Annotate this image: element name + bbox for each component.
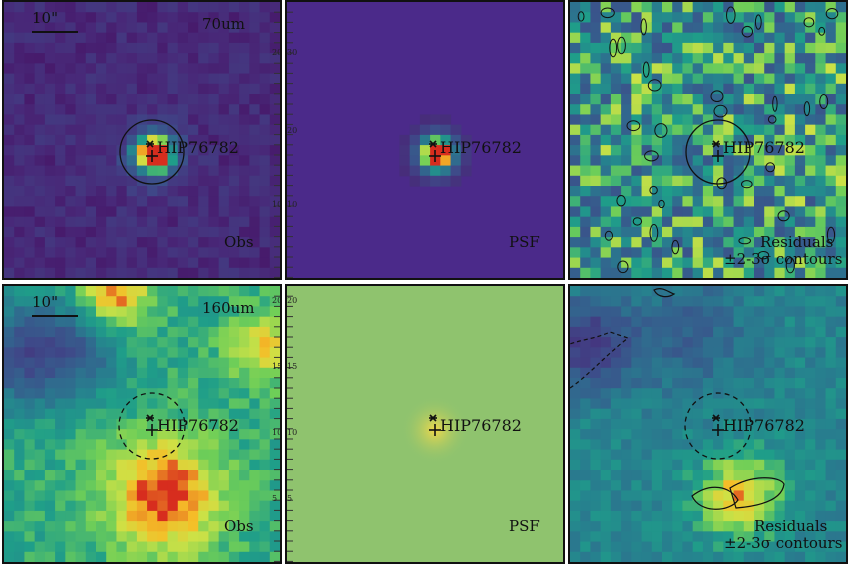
band-label: 160um [202, 299, 255, 317]
tick-label: 20 [272, 48, 282, 57]
tick-label: 5 [272, 494, 278, 503]
position-markers [712, 414, 724, 436]
axis-ticks [287, 295, 293, 562]
band-label: 70um [202, 15, 245, 33]
axis-ticks [274, 11, 280, 278]
contours-label: ±2-3σ contours [724, 250, 843, 268]
residuals-70um-image [570, 2, 846, 278]
psf-70um-image [287, 2, 563, 278]
aperture-circle [118, 392, 186, 460]
tick-label: 5 [287, 494, 293, 503]
residual-contours [570, 288, 785, 510]
source-label: HIP76782 [723, 416, 805, 435]
tick-label: 30 [287, 48, 298, 57]
tick-label: 15 [287, 362, 298, 371]
position-markers [712, 140, 724, 162]
source-label: HIP76782 [440, 138, 522, 157]
tick-label: 20 [287, 126, 298, 135]
tick-label: 20 [287, 296, 298, 305]
tick-label: 15 [272, 362, 282, 371]
source-label: HIP76782 [440, 416, 522, 435]
psf-160um-panel: PSF HIP76782 20 15 10 5 [285, 284, 565, 564]
axis-ticks [274, 295, 280, 562]
residuals-70um-panel: HIP76782 Residuals ±2-3σ contours [568, 0, 848, 280]
tick-label: 10 [272, 200, 282, 209]
source-label: HIP76782 [723, 138, 805, 157]
residuals-label: Residuals [754, 517, 828, 535]
pixel-grid [4, 286, 280, 562]
position-markers [146, 140, 158, 162]
psf-160um-image [287, 286, 563, 562]
obs-70um-panel: 70um Obs 10" HIP76782 20 10 [2, 0, 282, 280]
obs-160um-panel: 160um Obs 10" HIP76782 20 15 10 5 [2, 284, 282, 564]
contours-label: ±2-3σ contours [724, 534, 843, 552]
position-markers [429, 140, 441, 162]
tick-label: 10 [287, 200, 298, 209]
source-label: HIP76782 [157, 138, 239, 157]
tick-label: 20 [272, 296, 282, 305]
scale-bar-label: 10" [32, 9, 58, 27]
residual-contours [577, 6, 839, 274]
psf-70um-panel: PSF HIP76782 30 20 10 [285, 0, 565, 280]
scale-bar-label: 10" [32, 293, 58, 311]
aperture-circle [119, 119, 185, 185]
pixel-grid [4, 2, 280, 278]
psf-label: PSF [509, 517, 540, 535]
axis-ticks [287, 11, 293, 278]
aperture-circle [685, 119, 751, 185]
residuals-label: Residuals [760, 233, 834, 251]
aperture-circle [684, 392, 752, 460]
pixel-grid [570, 286, 846, 562]
obs-label: Obs [224, 517, 254, 535]
position-markers [429, 414, 441, 436]
psf-label: PSF [509, 233, 540, 251]
obs-label: Obs [224, 233, 254, 251]
source-label: HIP76782 [157, 416, 239, 435]
obs-70um-image [4, 2, 280, 278]
obs-160um-image [4, 286, 280, 562]
residuals-160um-image [570, 286, 846, 562]
tick-label: 10 [272, 428, 282, 437]
pixel-grid [570, 2, 846, 278]
position-markers [146, 414, 158, 436]
residuals-160um-panel: HIP76782 Residuals ±2-3σ contours [568, 284, 848, 564]
tick-label: 10 [287, 428, 298, 437]
